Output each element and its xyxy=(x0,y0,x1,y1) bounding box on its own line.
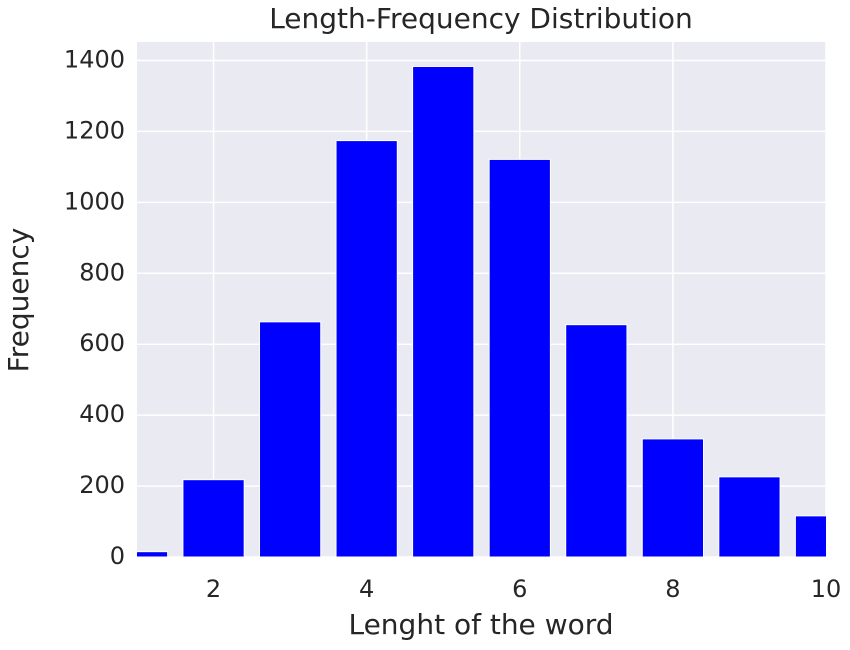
y-tick-label: 800 xyxy=(79,258,125,286)
x-tick-label: 10 xyxy=(811,575,842,603)
y-tick-label: 600 xyxy=(79,329,125,357)
y-tick-label: 0 xyxy=(110,542,125,570)
x-tick-label: 4 xyxy=(359,575,374,603)
labels: 0 200 400 600 800 1000 1200 1400 2 4 6 8 10 xyxy=(64,45,841,603)
bar xyxy=(565,324,628,557)
x-tick-label: 8 xyxy=(665,575,680,603)
bars xyxy=(137,65,826,557)
y-tick-label: 1000 xyxy=(64,187,125,215)
x-tick-label: 6 xyxy=(512,575,527,603)
bar xyxy=(182,479,245,557)
y-tick-label: 1200 xyxy=(64,116,125,144)
x-tick-label: 2 xyxy=(206,575,221,603)
y-tick-label: 400 xyxy=(79,400,125,428)
x-axis-label: Lenght of the word xyxy=(348,608,613,641)
bar xyxy=(718,476,781,557)
y-tick-label: 200 xyxy=(79,471,125,499)
y-axis-label: Frequency xyxy=(2,228,35,373)
chart-title: Length-Frequency Distribution xyxy=(269,2,693,35)
bar xyxy=(794,515,826,557)
bar xyxy=(412,65,475,557)
bar xyxy=(641,438,705,557)
bar xyxy=(488,158,551,557)
plot-background xyxy=(137,42,826,557)
bar xyxy=(335,140,398,557)
y-tick-label: 1400 xyxy=(64,45,125,73)
bar xyxy=(258,321,322,557)
bar xyxy=(137,551,169,557)
